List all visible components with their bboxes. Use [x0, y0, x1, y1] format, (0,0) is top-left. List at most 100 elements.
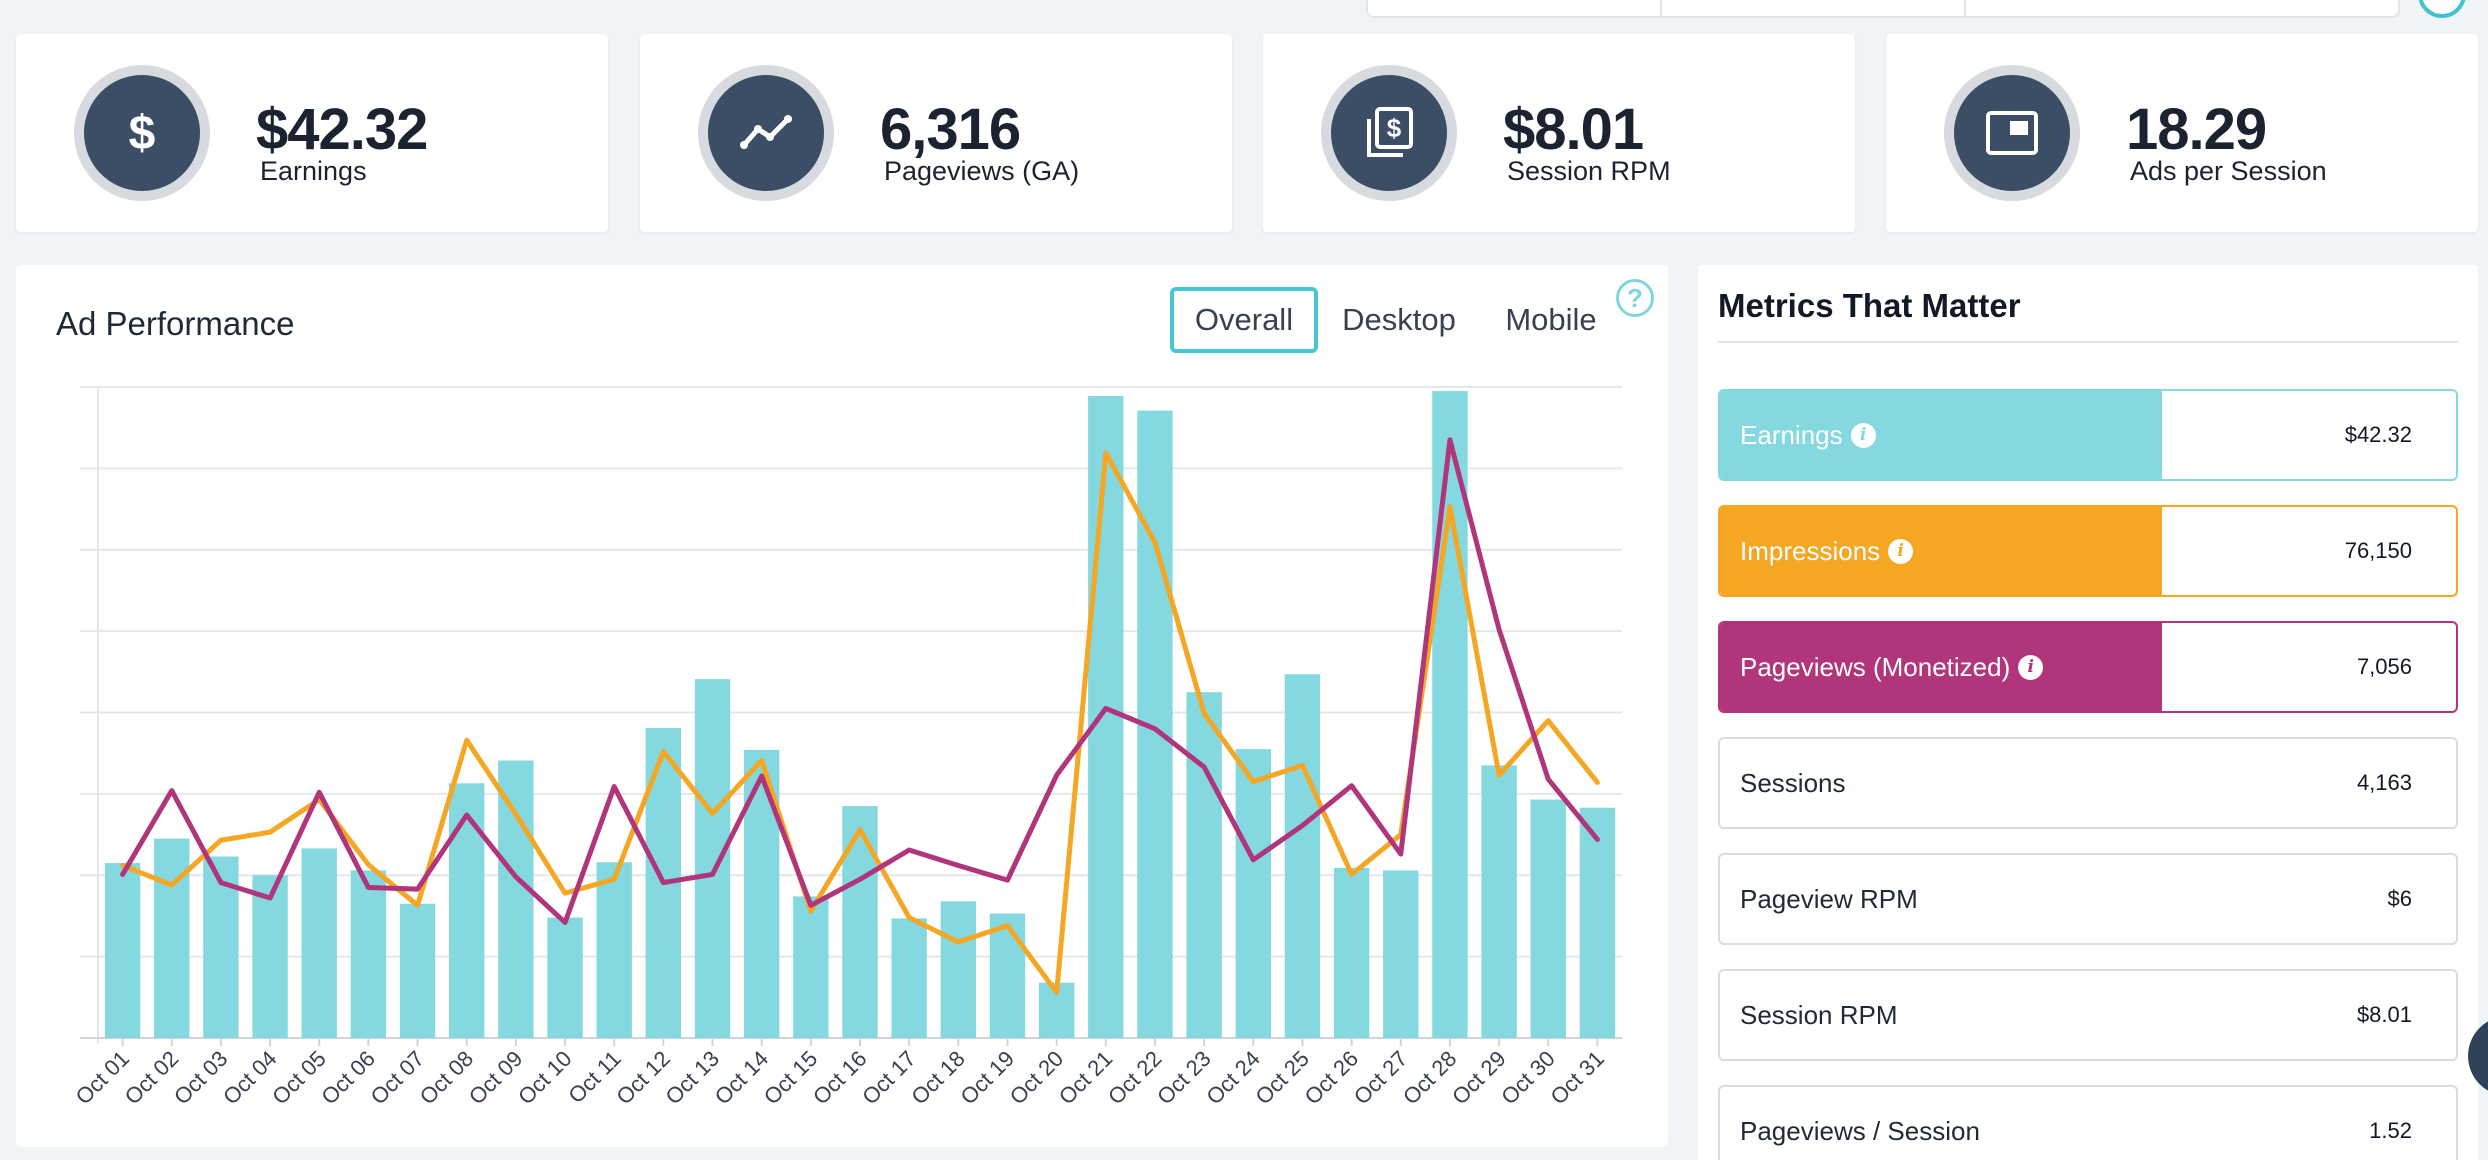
metric-value: 4,163	[2356, 770, 2412, 795]
bar	[1432, 391, 1468, 1039]
series-line	[120, 437, 1600, 925]
stat-value: $42.32	[256, 97, 428, 162]
series-line	[120, 450, 1600, 995]
bar	[891, 918, 927, 1038]
metric-label: Pageviews (Monetized)	[1740, 651, 2011, 682]
bar	[252, 875, 288, 1038]
x-tick-label: Oct 01	[71, 1046, 135, 1110]
bar	[1481, 765, 1517, 1038]
metric-row-earnings[interactable]: Earnings i $42.32	[1718, 389, 2458, 481]
x-tick-label: Oct 20	[1005, 1046, 1069, 1110]
chat-launcher-button[interactable]	[2468, 1016, 2488, 1096]
bar	[842, 806, 878, 1038]
stat-value: $8.01	[1503, 97, 1644, 162]
metrics-panel: Metrics That Matter Earnings i $42.32 Im…	[1698, 265, 2478, 1160]
metric-row-session-rpm[interactable]: Session RPM $8.01	[1718, 969, 2458, 1061]
date-range-control[interactable]	[1366, 0, 2400, 18]
x-tick-label: Oct 27	[1349, 1046, 1413, 1110]
bar	[1284, 674, 1321, 1038]
stat-card-earnings: $ $42.32 Earnings	[16, 34, 608, 232]
stat-icon-ring	[698, 65, 834, 201]
x-tick-label: Oct 14	[710, 1046, 774, 1110]
bar	[1579, 807, 1616, 1038]
metrics-title: Metrics That Matter	[1718, 287, 2021, 324]
metric-value: $6	[2387, 886, 2412, 911]
stat-icon-ring: $	[1321, 65, 1457, 201]
x-tick-label: Oct 16	[808, 1046, 872, 1110]
tab-mobile[interactable]: Mobile	[1505, 302, 1597, 337]
divider	[1718, 341, 2458, 343]
x-tick-label: Oct 09	[464, 1046, 528, 1110]
help-icon[interactable]: ?	[1616, 279, 1654, 317]
trend-line-icon	[708, 75, 824, 191]
metric-row-pageviews-per-session[interactable]: Pageviews / Session 1.52	[1718, 1085, 2458, 1160]
tab-overall[interactable]: Overall	[1170, 287, 1318, 353]
bar	[104, 863, 141, 1038]
ad-window-icon	[1954, 75, 2070, 191]
bar	[154, 838, 190, 1038]
stat-card-pageviews: 6,316 Pageviews (GA)	[640, 34, 1232, 232]
x-tick-label: Oct 15	[759, 1046, 823, 1110]
stat-label: Pageviews (GA)	[884, 156, 1080, 186]
metric-value: 1.52	[2369, 1118, 2412, 1143]
bar	[1235, 749, 1271, 1038]
info-icon[interactable]: i	[1888, 538, 1914, 564]
tab-desktop[interactable]: Desktop	[1342, 302, 1456, 337]
metric-value: $42.32	[2344, 422, 2412, 447]
bar	[1186, 692, 1222, 1038]
x-tick-label: Oct 24	[1201, 1046, 1265, 1110]
stacked-dollar-icon: $	[1331, 75, 1447, 191]
metric-label: Sessions	[1740, 767, 1846, 798]
metric-row-pageviews-monetized[interactable]: Pageviews (Monetized) i 7,056	[1718, 621, 2458, 713]
x-tick-label: Oct 13	[661, 1046, 725, 1110]
x-tick-label: Oct 19	[956, 1046, 1020, 1110]
metric-row-impressions[interactable]: Impressions i 76,150	[1718, 505, 2458, 597]
x-tick-label: Oct 11	[563, 1046, 625, 1108]
x-tick-label: Oct 08	[415, 1046, 479, 1110]
x-tick-label: Oct 22	[1103, 1046, 1167, 1110]
bar	[940, 901, 977, 1038]
bar	[1333, 867, 1370, 1038]
metric-label: Earnings	[1740, 419, 1843, 450]
x-tick-label: Oct 12	[611, 1046, 675, 1110]
x-tick-label: Oct 17	[857, 1046, 921, 1110]
bar	[399, 903, 436, 1038]
dollar-icon: $	[84, 75, 200, 191]
x-tick-label: Oct 29	[1447, 1046, 1511, 1110]
metric-label-box: Pageviews (Monetized) i	[1720, 623, 2162, 711]
stat-label: Earnings	[260, 156, 367, 186]
metric-label: Pageviews / Session	[1740, 1115, 1980, 1146]
metric-label-box: Impressions i	[1720, 507, 2162, 595]
metric-row-sessions[interactable]: Sessions 4,163	[1718, 737, 2458, 829]
x-tick-label: Oct 02	[120, 1046, 184, 1110]
metric-label: Session RPM	[1740, 999, 1898, 1030]
settings-circle-button[interactable]	[2418, 0, 2466, 18]
stat-card-session-rpm: $ $8.01 Session RPM	[1263, 34, 1855, 232]
x-tick-label: Oct 10	[513, 1046, 577, 1110]
x-tick-label: Oct 26	[1300, 1046, 1364, 1110]
metric-value: $8.01	[2356, 1002, 2412, 1027]
bar	[1088, 395, 1124, 1038]
bar	[449, 783, 485, 1038]
metric-label: Impressions	[1740, 535, 1881, 566]
x-tick-label: Oct 30	[1496, 1046, 1560, 1110]
x-tick-label: Oct 03	[169, 1046, 233, 1110]
panel-title: Ad Performance	[56, 305, 295, 342]
bar	[498, 760, 534, 1038]
bar	[1530, 799, 1566, 1038]
info-icon[interactable]: i	[2018, 654, 2044, 680]
ad-performance-panel: Ad Performance Overall Desktop Mobile ? …	[16, 265, 1668, 1147]
svg-text:$: $	[1387, 113, 1402, 143]
bar	[596, 862, 632, 1038]
stat-value: 18.29	[2126, 97, 2267, 162]
bar	[694, 679, 731, 1038]
bar	[547, 917, 583, 1038]
info-icon[interactable]: i	[1850, 422, 1876, 448]
x-tick-label: Oct 07	[366, 1046, 430, 1110]
metric-row-pageview-rpm[interactable]: Pageview RPM $6	[1718, 853, 2458, 945]
x-tick-label: Oct 18	[906, 1046, 970, 1110]
x-tick-label: Oct 06	[316, 1046, 380, 1110]
stat-icon-ring	[1944, 65, 2080, 201]
bar	[301, 848, 337, 1038]
x-tick-label: Oct 21	[1054, 1046, 1118, 1110]
